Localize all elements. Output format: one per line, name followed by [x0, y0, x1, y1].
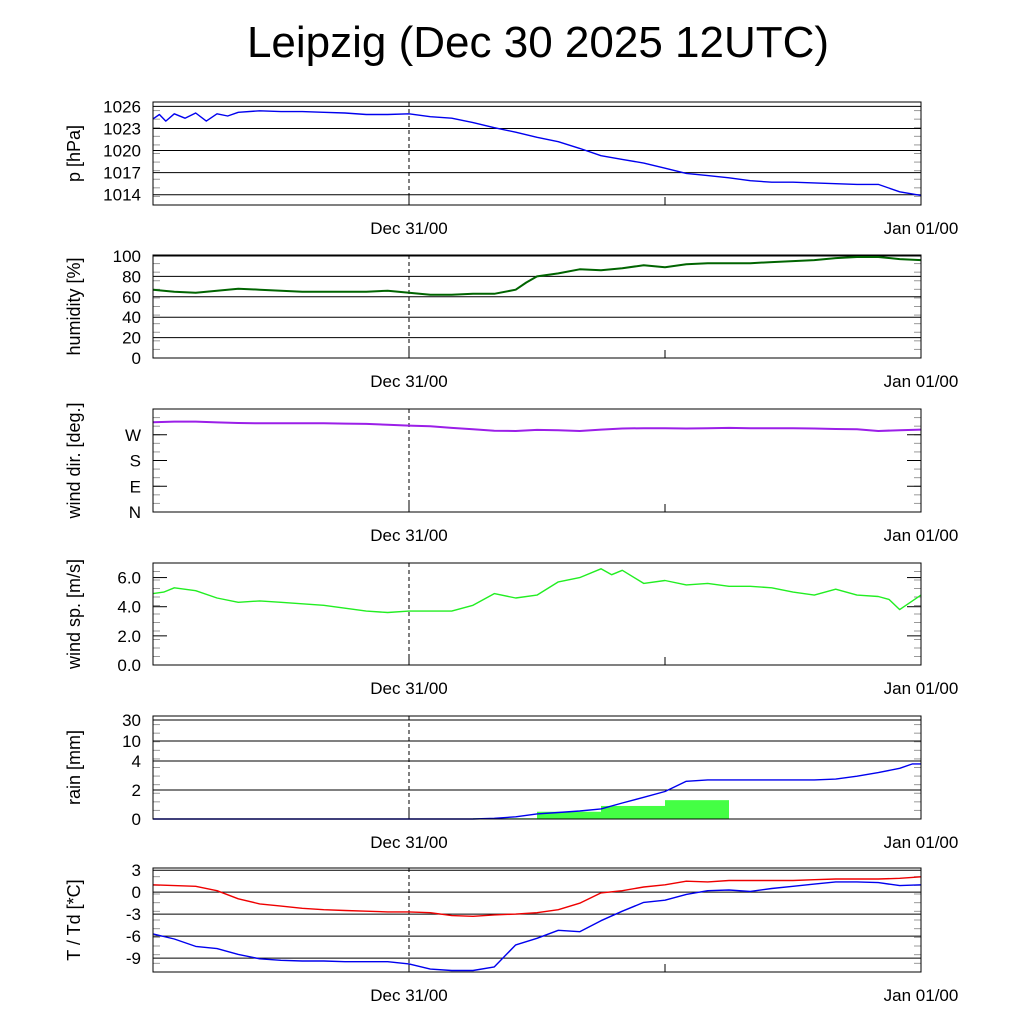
- plot-border: [152, 562, 922, 666]
- y-tick-label: 0: [132, 810, 141, 829]
- x-tick-label: Jan 01/00: [884, 986, 959, 1005]
- y-tick-label: 1014: [103, 186, 141, 205]
- y-tick-label: 6.0: [117, 569, 141, 588]
- y-tick-label: -3: [126, 905, 141, 924]
- y-tick-label: W: [125, 426, 141, 445]
- plot-border: [152, 867, 922, 973]
- x-tick-label: Dec 31/00: [370, 833, 448, 852]
- y-tick-label: 1026: [103, 97, 141, 116]
- y-tick-label: -6: [126, 927, 141, 946]
- y-tick-label: 4: [132, 752, 141, 771]
- y-axis-label: wind dir. [deg.]: [64, 402, 84, 519]
- series-line-wind-speed: [152, 568, 922, 614]
- panel-pressure: 1026 1023 1020 1017 1014 p [hPa] Dec 31/00 Jan …: [64, 97, 958, 238]
- x-tick-label: Dec 31/00: [370, 986, 448, 1005]
- plot-border: [152, 254, 922, 359]
- plot-frame: [152, 562, 922, 666]
- y-tick-label: E: [130, 477, 141, 496]
- y-tick-label: 1017: [103, 164, 141, 183]
- series-line-wind-direction: [152, 420, 922, 432]
- series-line-relative-humidity: [152, 256, 922, 296]
- y-tick-label: 100: [113, 247, 141, 266]
- y-tick-label: 2: [132, 781, 141, 800]
- y-tick-label: 40: [122, 308, 141, 327]
- plot-border: [152, 408, 922, 513]
- y-tick-label: S: [130, 452, 141, 471]
- x-tick-label: Dec 31/00: [370, 679, 448, 698]
- plot-frame: [152, 867, 922, 973]
- y-axis-label: wind sp. [m/s]: [64, 559, 84, 670]
- panel-temperature: 3 0 -3 -6 -9 T / Td [*C] Dec 31/00 Jan 01/00: [64, 861, 958, 1005]
- y-axis-label: rain [mm]: [64, 730, 84, 805]
- y-tick-label: 0: [132, 883, 141, 902]
- y-tick-label: 1020: [103, 142, 141, 161]
- panel-rain: 30 104 2 0 rain [mm] Dec 31/00 Jan 01/00: [64, 711, 958, 852]
- y-tick-label: 0.0: [117, 656, 141, 675]
- x-tick-label: Jan 01/00: [884, 372, 959, 391]
- y-tick-label: 80: [122, 267, 141, 286]
- y-axis-label: T / Td [*C]: [64, 879, 84, 960]
- rain-bar: [601, 805, 665, 819]
- x-tick-label: Dec 31/00: [370, 526, 448, 545]
- series-line-accumulated-precipitation: [153, 763, 921, 820]
- series-line-pressure: [152, 110, 922, 197]
- plot-border: [152, 101, 922, 206]
- rain-bar: [665, 800, 729, 819]
- y-tick-label: 10: [122, 732, 141, 751]
- y-tick-label: 30: [122, 711, 141, 730]
- rain-bar: [537, 811, 601, 819]
- y-tick-label: 3: [132, 861, 141, 880]
- series-line-dew-point: [152, 881, 922, 972]
- y-tick-label: 0: [132, 349, 141, 368]
- x-tick-label: Jan 01/00: [884, 526, 959, 545]
- plot-frame: [152, 101, 922, 206]
- y-tick-label: 20: [122, 329, 141, 348]
- x-tick-label: Dec 31/00: [370, 219, 448, 238]
- series-line-temperature: [152, 876, 922, 917]
- y-tick-label: 4.0: [117, 598, 141, 617]
- plot-frame: [152, 408, 922, 513]
- y-axis-label: humidity [%]: [64, 257, 84, 355]
- y-axis-label: p [hPa]: [64, 125, 84, 182]
- plot-frame: [152, 715, 922, 820]
- x-tick-label: Jan 01/00: [884, 679, 959, 698]
- plot-frame: [152, 254, 922, 359]
- x-tick-label: Jan 01/00: [884, 833, 959, 852]
- chart-title: Leipzig (Dec 30 2025 12UTC): [246, 18, 830, 67]
- y-tick-label: 60: [122, 288, 141, 307]
- y-tick-label: 2.0: [117, 627, 141, 646]
- x-tick-label: Jan 01/00: [884, 219, 959, 238]
- panel-wind_speed: 6.0 4.0 2.0 0.0 wind sp. [m/s] Dec 31/00 Jan 0…: [64, 559, 958, 698]
- y-tick-label: -9: [126, 949, 141, 968]
- x-tick-label: Dec 31/00: [370, 372, 448, 391]
- y-tick-label: N: [129, 503, 141, 522]
- y-tick-label: 1023: [103, 119, 141, 138]
- plot-border: [152, 715, 922, 820]
